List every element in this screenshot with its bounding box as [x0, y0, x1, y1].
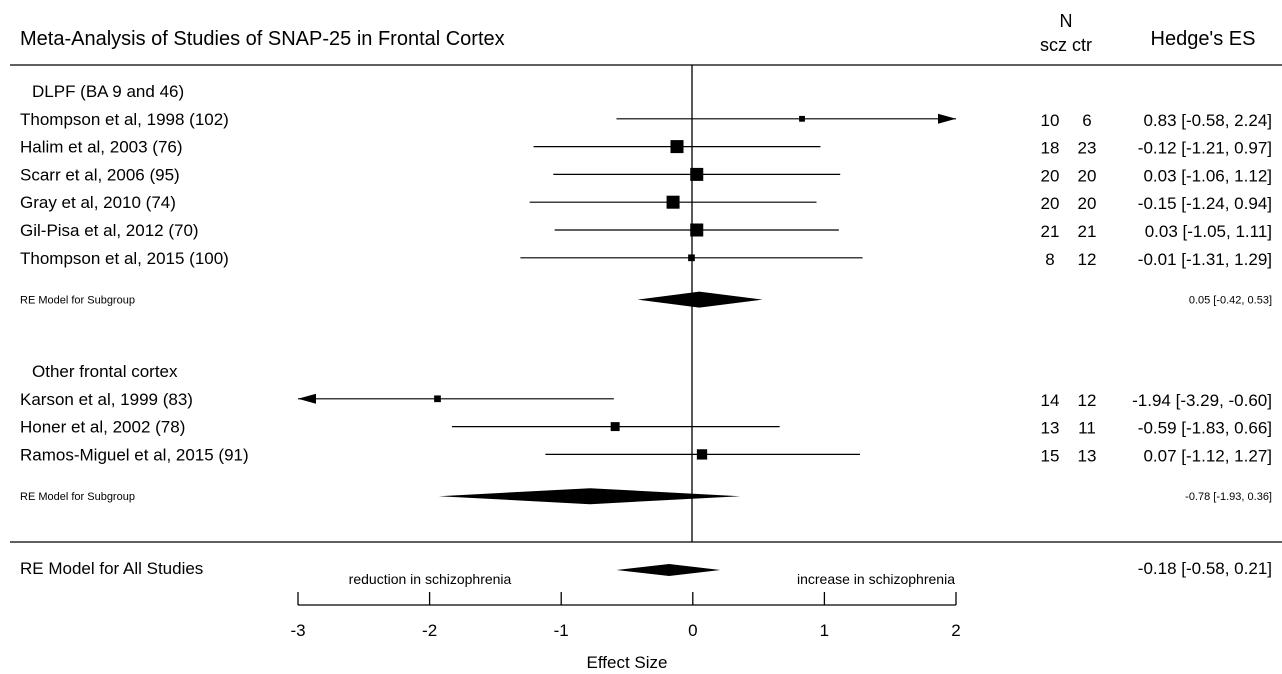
ctr-n-value: 20 — [1078, 194, 1097, 213]
point-estimate-marker — [690, 223, 704, 237]
plot-rows: DLPF (BA 9 and 46) Thompson et al, 1998 (… — [20, 82, 1272, 578]
scz-n-value: 15 — [1041, 446, 1060, 465]
ci-arrow-right — [938, 113, 956, 124]
effect-size-value: 0.83 [-0.58, 2.24] — [1143, 111, 1272, 130]
reduction-annotation: reduction in schizophrenia — [349, 571, 512, 587]
ctr-n-value: 13 — [1078, 446, 1097, 465]
ctr-n-value: 23 — [1078, 139, 1097, 158]
ctr-n-value: 21 — [1078, 222, 1097, 241]
x-tick-label: -2 — [422, 621, 437, 640]
subgroup-model-label: RE Model for Subgroup — [20, 491, 135, 503]
x-axis-label: Effect Size — [587, 653, 668, 672]
effect-size-value: 0.03 [-1.06, 1.12] — [1143, 166, 1272, 185]
study-label: Thompson et al, 2015 (100) — [20, 249, 229, 268]
ctr-n-value: 12 — [1078, 250, 1097, 269]
effect-size-value: -0.59 [-1.83, 0.66] — [1138, 419, 1272, 438]
scz-n-value: 14 — [1041, 391, 1060, 410]
point-estimate-marker — [666, 195, 680, 209]
point-estimate-marker — [696, 449, 708, 460]
chart-title: Meta-Analysis of Studies of SNAP-25 in F… — [20, 28, 505, 50]
study-label: Thompson et al, 1998 (102) — [20, 110, 229, 129]
scz-n-value: 20 — [1041, 166, 1060, 185]
increase-annotation: increase in schizophrenia — [797, 571, 955, 587]
scz-n-value: 21 — [1041, 222, 1060, 241]
summary-diamond — [616, 564, 721, 576]
subgroup-model-value: 0.05 [-0.42, 0.53] — [1189, 295, 1272, 307]
x-tick-label: 2 — [951, 621, 960, 640]
scz-n-value: 10 — [1041, 111, 1060, 130]
x-tick-label: -3 — [290, 621, 305, 640]
point-estimate-marker — [690, 167, 704, 181]
effect-size-value: -0.12 [-1.21, 0.97] — [1138, 139, 1272, 158]
n-column-header: N — [1060, 11, 1073, 31]
x-axis: -3 -2 -1 0 1 2 — [290, 592, 961, 640]
effect-size-value: -0.15 [-1.24, 0.94] — [1138, 194, 1272, 213]
study-label: Halim et al, 2003 (76) — [20, 138, 183, 157]
point-estimate-marker — [434, 395, 441, 403]
x-tick-label: -1 — [554, 621, 569, 640]
effect-size-value: -0.01 [-1.31, 1.29] — [1138, 250, 1272, 269]
ctr-n-value: 11 — [1078, 419, 1096, 438]
ctr-n-value: 20 — [1078, 166, 1097, 185]
x-tick-label: 1 — [820, 621, 829, 640]
scz-n-value: 18 — [1041, 139, 1060, 158]
n-column-subheader: scz ctr — [1040, 35, 1092, 55]
effect-size-value: -1.94 [-3.29, -0.60] — [1132, 391, 1272, 410]
overall-model-label: RE Model for All Studies — [20, 559, 203, 578]
ci-arrow-left — [298, 393, 316, 404]
effect-size-value: 0.07 [-1.12, 1.27] — [1143, 446, 1272, 465]
effect-size-value: 0.03 [-1.05, 1.11] — [1145, 222, 1272, 241]
overall-model-value: -0.18 [-0.58, 0.21] — [1138, 559, 1272, 578]
ctr-n-value: 12 — [1078, 391, 1097, 410]
study-label: Ramos-Miguel et al, 2015 (91) — [20, 445, 249, 464]
study-label: Karson et al, 1999 (83) — [20, 390, 193, 409]
point-estimate-marker — [610, 422, 620, 432]
point-estimate-marker — [799, 115, 805, 122]
subgroup-model-label: RE Model for Subgroup — [20, 295, 135, 307]
group-header: DLPF (BA 9 and 46) — [32, 82, 184, 101]
ctr-n-value: 6 — [1082, 111, 1091, 130]
study-label: Gray et al, 2010 (74) — [20, 193, 176, 212]
es-column-header: Hedge's ES — [1151, 28, 1256, 50]
study-label: Gil-Pisa et al, 2012 (70) — [20, 221, 199, 240]
scz-n-value: 8 — [1045, 250, 1054, 269]
point-estimate-marker — [688, 254, 695, 262]
x-tick-label: 0 — [688, 621, 697, 640]
summary-diamond — [637, 291, 763, 308]
study-label: Scarr et al, 2006 (95) — [20, 165, 180, 184]
point-estimate-marker — [670, 140, 684, 154]
group-header: Other frontal cortex — [32, 362, 178, 381]
scz-n-value: 13 — [1041, 419, 1060, 438]
scz-n-value: 20 — [1041, 194, 1060, 213]
summary-diamond — [438, 488, 741, 505]
subgroup-model-value: -0.78 [-1.93, 0.36] — [1185, 491, 1272, 503]
study-label: Honer et al, 2002 (78) — [20, 418, 185, 437]
